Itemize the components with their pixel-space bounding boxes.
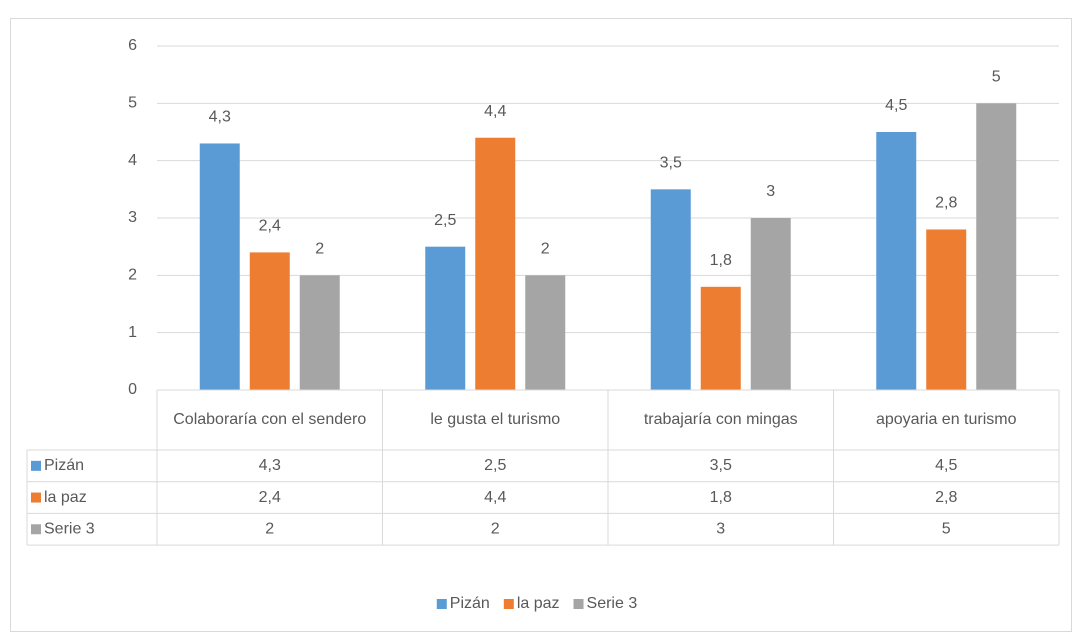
data-label: 2,8 bbox=[935, 195, 957, 212]
legend-label: Pizán bbox=[450, 595, 490, 612]
data-label: 2,4 bbox=[259, 218, 281, 235]
bar bbox=[650, 189, 691, 390]
table-cell: 2 bbox=[265, 520, 274, 537]
table-cell: 3 bbox=[716, 520, 725, 537]
table-cell: 4,4 bbox=[484, 489, 506, 506]
bar bbox=[475, 137, 516, 390]
y-tick-label: 6 bbox=[128, 37, 137, 54]
legend: Pizán la paz Serie 3 bbox=[436, 595, 638, 612]
table-cell: 5 bbox=[942, 520, 951, 537]
legend-label: la paz bbox=[517, 595, 560, 612]
data-label: 4,4 bbox=[484, 103, 506, 120]
table-cell: 1,8 bbox=[710, 489, 732, 506]
table-cell: 4,3 bbox=[259, 457, 281, 474]
y-tick-label: 2 bbox=[128, 267, 137, 284]
data-label: 4,3 bbox=[209, 109, 231, 126]
table-cell: 2,5 bbox=[484, 457, 506, 474]
table-cell: 2,4 bbox=[259, 489, 281, 506]
x-tick-label-box: le gusta el turismo bbox=[430, 411, 561, 428]
bar bbox=[976, 103, 1017, 390]
x-tick-label: Colaboraría con el sendero bbox=[173, 411, 367, 428]
data-label: 1,8 bbox=[710, 252, 732, 269]
data-label: 2 bbox=[315, 241, 324, 258]
table-legend-swatch bbox=[31, 492, 41, 503]
table-cell: 4,5 bbox=[935, 457, 957, 474]
x-tick-label-box: apoyaria en turismo bbox=[875, 411, 1017, 428]
data-label: 2,5 bbox=[434, 212, 456, 229]
y-tick-label: 4 bbox=[128, 152, 137, 169]
bar bbox=[199, 143, 240, 390]
y-tick-label: 3 bbox=[128, 209, 137, 226]
y-tick-label: 5 bbox=[128, 95, 137, 112]
legend-label: Serie 3 bbox=[587, 595, 638, 612]
data-label: 3,5 bbox=[660, 155, 682, 172]
x-tick-label: le gusta el turismo bbox=[430, 411, 561, 428]
bar bbox=[525, 275, 566, 390]
x-tick-label: trabajaría con mingas bbox=[643, 411, 798, 428]
bar bbox=[926, 229, 967, 390]
legend-swatch bbox=[436, 599, 447, 609]
y-tick-label: 1 bbox=[128, 324, 137, 341]
table-legend-swatch bbox=[31, 524, 41, 535]
table-cell: 3,5 bbox=[710, 457, 732, 474]
y-tick-label: 0 bbox=[128, 381, 137, 398]
data-label: 5 bbox=[992, 69, 1001, 86]
table-cell: 2 bbox=[491, 520, 500, 537]
data-label: 2 bbox=[541, 241, 550, 258]
x-tick-label: apoyaria en turismo bbox=[875, 411, 1017, 428]
bar bbox=[425, 246, 466, 390]
bar bbox=[750, 218, 791, 390]
legend-swatch bbox=[503, 599, 514, 609]
bar bbox=[299, 275, 340, 390]
data-label: 3 bbox=[766, 183, 775, 200]
table-series-name: Pizán bbox=[44, 457, 84, 474]
bar bbox=[700, 286, 741, 390]
table-cell: 2,8 bbox=[935, 489, 957, 506]
data-label: 4,5 bbox=[885, 97, 907, 114]
x-tick-label-box: trabajaría con mingas bbox=[643, 411, 798, 428]
x-tick-label-box: Colaboraría con el sendero bbox=[173, 411, 367, 428]
legend-swatch bbox=[573, 599, 584, 609]
table-series-name: Serie 3 bbox=[44, 520, 95, 537]
table-series-name: la paz bbox=[44, 489, 87, 506]
bar bbox=[876, 132, 917, 390]
table-legend-swatch bbox=[31, 460, 41, 471]
bar bbox=[249, 252, 290, 390]
